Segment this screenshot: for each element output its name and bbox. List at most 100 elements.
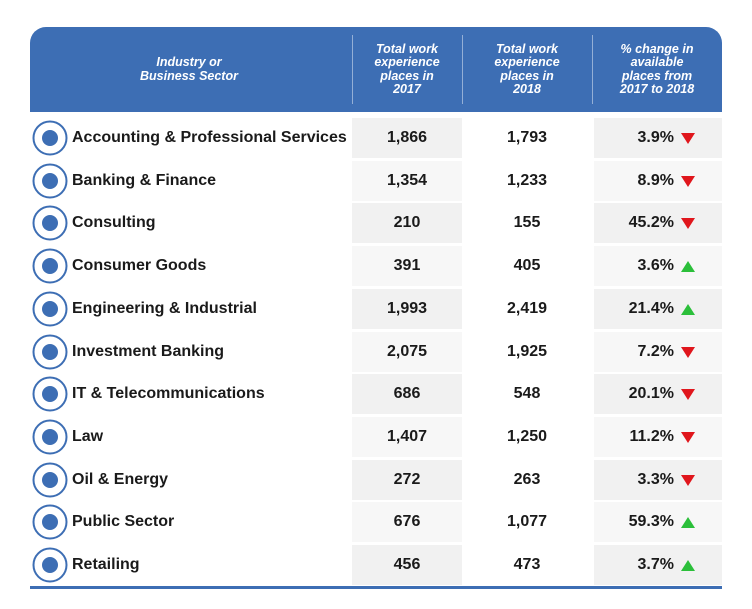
icon-glyph [42, 428, 58, 445]
icon-glyph [42, 215, 58, 232]
sector-icon [32, 547, 68, 583]
table-row: Retailing 456 473 3.7% [30, 544, 722, 586]
table-row: Investment Banking 2,075 1,925 7.2% [30, 331, 722, 373]
header-line: available [630, 55, 684, 69]
change-arrow [681, 517, 695, 529]
change-arrow [681, 218, 695, 230]
value-2018: 1,793 [506, 129, 548, 146]
icon-glyph [42, 514, 58, 531]
sector-name: Banking & Finance [72, 171, 217, 189]
header-line: Business Sector [140, 68, 238, 83]
sector-icon [32, 462, 68, 498]
change-arrow [681, 431, 695, 443]
change-arrow [681, 175, 695, 187]
header-separator [462, 35, 463, 104]
header-line: places in [500, 68, 554, 83]
value-2017: 1,354 [352, 160, 462, 201]
percent-change: 3.9% [594, 118, 722, 158]
sector-name: Consulting [72, 214, 156, 232]
value-2017: 391 [352, 246, 462, 287]
value-2018: 1,233 [506, 171, 548, 189]
arrow-up [681, 517, 695, 529]
value-2017: 1,866 [352, 118, 462, 158]
change-arrow [681, 261, 695, 273]
icon-glyph [42, 471, 58, 488]
sector-icon [32, 334, 68, 369]
percent-change: 3.7% [594, 545, 722, 585]
value-2018: 263 [513, 470, 541, 488]
sector-name: Retailing [72, 556, 140, 573]
table-row: Consulting 210 155 45.2% [30, 202, 722, 244]
change-arrow [681, 560, 695, 571]
value-2017: 210 [352, 203, 462, 244]
value-2018: 1,077 [506, 513, 548, 531]
arrow-down [681, 431, 695, 443]
percent-change: 3.6% [594, 246, 722, 287]
value-2017: 2,075 [352, 331, 462, 372]
sector-name: Engineering & Industrial [72, 299, 257, 317]
value-2018: 1,925 [506, 342, 548, 360]
arrow-down [681, 474, 695, 486]
value-2017: 456 [352, 545, 462, 585]
table-row: Law 1,407 1,250 11.2% [30, 416, 722, 458]
value-2018: 2,419 [506, 299, 548, 317]
arrow-up [681, 303, 695, 315]
arrow-down [681, 175, 695, 187]
table-row: Oil & Energy 272 263 3.3% [30, 459, 722, 501]
percent-change: 3.3% [594, 459, 722, 500]
value-2018: 155 [513, 214, 541, 232]
header-cell: Industry or Business Sector [30, 27, 348, 112]
header-line: 2017 [393, 82, 421, 96]
sector-name: Oil & Energy [72, 470, 169, 488]
table-row: Public Sector 676 1,077 59.3% [30, 501, 722, 543]
percent-change: 59.3% [594, 502, 722, 543]
arrow-down [681, 133, 695, 144]
sector-icon [32, 419, 68, 455]
value-2017: 272 [352, 459, 462, 500]
header-line: 2017 to 2018 [619, 82, 695, 96]
sector-name: Accounting & Professional Services [72, 129, 347, 146]
header-separator [352, 35, 353, 104]
value-2017: 686 [352, 374, 462, 415]
header-line: % change in [620, 41, 694, 56]
sector-name: Public Sector [72, 513, 175, 531]
icon-glyph [42, 557, 58, 573]
sector-icon [32, 504, 68, 540]
change-arrow [681, 389, 695, 401]
header-line: experience [374, 55, 440, 69]
arrow-up [681, 261, 695, 273]
value-2017: 1,993 [352, 288, 462, 329]
header-line: Total work [375, 41, 439, 56]
value-2018: 473 [513, 556, 541, 573]
table-row: Engineering & Industrial 1,993 2,419 21.4% [30, 288, 722, 330]
table-row: IT & Telecommunications 686 548 20.1% [30, 373, 722, 415]
table-header: Industry or Business Sector Total work expe… [30, 27, 722, 112]
icon-glyph [42, 258, 58, 275]
header-cell: Total work experience places in 2018 [462, 27, 592, 112]
sector-icon [32, 248, 68, 284]
sector-icon [32, 163, 68, 199]
icon-glyph [42, 343, 58, 360]
table-row: Banking & Finance 1,354 1,233 8.9% [30, 160, 722, 202]
percent-change: 21.4% [594, 288, 722, 329]
header-cell: % change in available places from 2017 to 2… [592, 27, 722, 112]
header-line: places from [621, 68, 693, 83]
change-arrow [681, 303, 695, 315]
header-line: Total work [495, 41, 559, 56]
percent-change: 7.2% [594, 331, 722, 372]
change-arrow [681, 474, 695, 486]
header-line: 2018 [513, 82, 541, 96]
value-2017: 676 [352, 502, 462, 543]
percent-change: 20.1% [594, 374, 722, 415]
icon-glyph [42, 300, 58, 317]
percent-change: 11.2% [594, 416, 722, 457]
header-line: places in [380, 68, 434, 83]
header-separator [592, 35, 593, 104]
sector-name: Law [72, 427, 104, 445]
arrow-down [681, 218, 695, 230]
arrow-up [681, 560, 695, 571]
sector-name: IT & Telecommunications [72, 385, 265, 403]
sector-icon [32, 376, 68, 412]
header-line: Industry or [156, 55, 222, 69]
